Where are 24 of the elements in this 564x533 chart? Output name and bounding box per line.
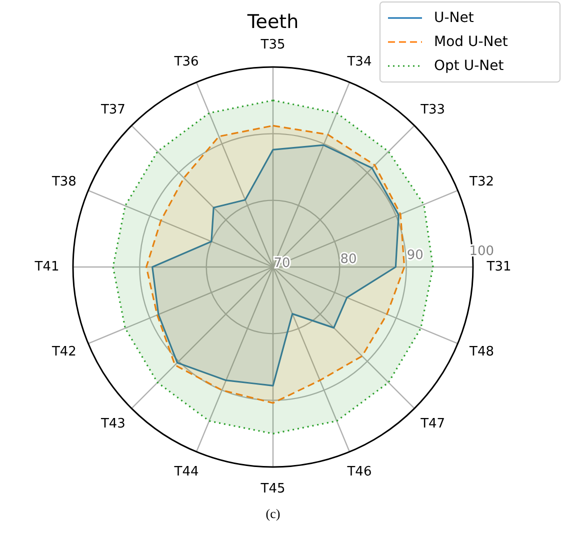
spoke-label: T31	[486, 260, 512, 275]
spoke-label: T45	[260, 482, 286, 497]
spoke-label: T44	[173, 464, 199, 480]
spoke-label: T38	[50, 174, 76, 190]
spoke-label: T42	[50, 344, 76, 360]
text: Teeth	[246, 11, 299, 33]
spoke-label: T33	[420, 102, 446, 118]
legend-label: Mod U-Net	[434, 34, 508, 50]
spoke-label: T34	[346, 54, 372, 70]
spoke-label: T46	[346, 464, 372, 480]
y-tick-label: 80	[340, 252, 357, 267]
spoke-label: T32	[468, 174, 494, 190]
spoke-label: T37	[100, 102, 126, 118]
spoke-label: T47	[420, 416, 446, 432]
y-tick-label: 90	[406, 248, 424, 264]
y-tick-label: 70	[274, 256, 290, 271]
spoke-label: T43	[100, 416, 126, 432]
spoke-label: T41	[34, 260, 60, 275]
spoke-label: T36	[173, 54, 199, 70]
spoke-label: T35	[260, 38, 286, 53]
legend-label: U-Net	[434, 10, 474, 26]
text: (c)	[266, 506, 280, 521]
spoke-label: T48	[468, 344, 494, 360]
legend-label: Opt U-Net	[434, 58, 504, 74]
